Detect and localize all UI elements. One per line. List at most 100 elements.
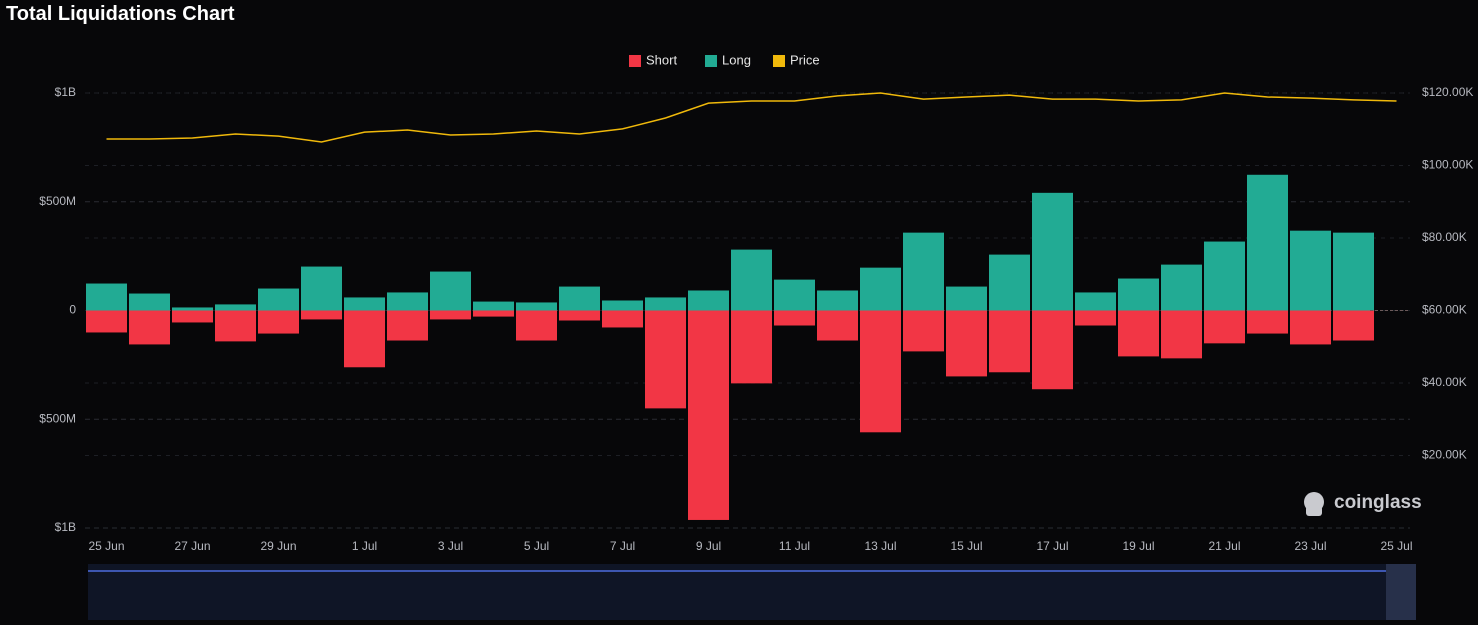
bar — [1161, 264, 1202, 311]
bar — [1075, 310, 1116, 326]
y2-tick-label: $20.00K — [1422, 448, 1467, 462]
x-tick-label: 9 Jul — [696, 539, 721, 553]
bar — [1290, 230, 1331, 311]
bar — [1247, 174, 1288, 311]
bar — [387, 310, 428, 341]
x-tick-label: 5 Jul — [524, 539, 549, 553]
y2-tick-label: $80.00K — [1422, 230, 1467, 244]
bar — [344, 297, 385, 311]
bar — [344, 310, 385, 368]
bar — [258, 310, 299, 334]
bar — [1204, 241, 1245, 311]
y2-tick-label: $60.00K — [1422, 303, 1467, 317]
navigator[interactable] — [88, 564, 1416, 620]
y-tick-label: $1B — [55, 85, 76, 99]
x-tick-label: 29 Jun — [260, 539, 296, 553]
bar — [817, 310, 858, 341]
bar — [946, 310, 987, 377]
bar — [731, 310, 772, 384]
bar — [172, 310, 213, 323]
bar — [172, 307, 213, 311]
bar — [559, 310, 600, 321]
bar — [473, 310, 514, 317]
x-tick-label: 23 Jul — [1294, 539, 1326, 553]
bar — [1247, 310, 1288, 334]
bar — [989, 310, 1030, 373]
y-tick-label: $500M — [39, 411, 76, 425]
bar — [645, 297, 686, 311]
x-tick-label: 1 Jul — [352, 539, 377, 553]
y-tick-label: $500M — [39, 194, 76, 208]
x-tick-label: 19 Jul — [1122, 539, 1154, 553]
bar — [430, 271, 471, 311]
bar — [688, 310, 729, 520]
bar — [559, 286, 600, 311]
x-tick-label: 25 Jun — [88, 539, 124, 553]
legend-swatch — [629, 55, 641, 67]
bar — [86, 283, 127, 311]
bar — [1032, 310, 1073, 390]
bar — [1032, 192, 1073, 311]
bar — [1290, 310, 1331, 345]
bar — [1333, 310, 1374, 341]
bar — [301, 266, 342, 311]
legend-swatch — [773, 55, 785, 67]
x-tick-label: 13 Jul — [864, 539, 896, 553]
bar — [473, 301, 514, 311]
bar — [903, 232, 944, 311]
bar — [1161, 310, 1202, 359]
legend-text: Short — [646, 52, 677, 67]
bar — [516, 302, 557, 311]
x-tick-label: 11 Jul — [779, 539, 810, 553]
x-tick-label: 15 Jul — [950, 539, 982, 553]
legend-swatch — [705, 55, 717, 67]
y2-tick-label: $40.00K — [1422, 375, 1467, 389]
x-tick-label: 27 Jun — [174, 539, 210, 553]
bar — [258, 288, 299, 311]
bar — [774, 310, 815, 326]
bar — [602, 310, 643, 328]
x-tick-label: 25 Jul — [1380, 539, 1412, 553]
chart-title: Total Liquidations Chart — [6, 3, 235, 25]
bar — [86, 310, 127, 333]
bar — [731, 249, 772, 311]
bar — [688, 290, 729, 311]
bar — [946, 286, 987, 311]
bar — [129, 310, 170, 345]
bar — [989, 254, 1030, 311]
bar — [860, 310, 901, 433]
bar — [774, 279, 815, 311]
bar — [860, 267, 901, 311]
x-tick-label: 7 Jul — [610, 539, 635, 553]
bar — [387, 292, 428, 311]
bar — [645, 310, 686, 409]
x-tick-label: 21 Jul — [1208, 539, 1240, 553]
bar — [516, 310, 557, 341]
y2-tick-label: $120.00K — [1422, 85, 1473, 99]
navigator-handle[interactable] — [1386, 564, 1416, 620]
bar — [1118, 310, 1159, 357]
legend-text: Long — [722, 52, 751, 67]
bar — [1204, 310, 1245, 344]
bar — [430, 310, 471, 320]
watermark-icon — [1304, 492, 1324, 516]
price-line — [106, 92, 1397, 143]
x-tick-label: 3 Jul — [438, 539, 463, 553]
y-tick-label: 0 — [69, 303, 76, 317]
watermark: coinglass — [1334, 492, 1422, 513]
bar — [903, 310, 944, 352]
bar — [215, 310, 256, 342]
bar — [1118, 278, 1159, 311]
bar — [129, 293, 170, 311]
bar — [301, 310, 342, 320]
y2-tick-label: $100.00K — [1422, 158, 1473, 172]
bar — [602, 300, 643, 311]
legend-text: Price — [790, 52, 820, 67]
x-tick-label: 17 Jul — [1036, 539, 1068, 553]
bar — [1333, 232, 1374, 311]
bar — [817, 290, 858, 311]
y-tick-label: $1B — [55, 520, 76, 534]
bar — [215, 304, 256, 311]
